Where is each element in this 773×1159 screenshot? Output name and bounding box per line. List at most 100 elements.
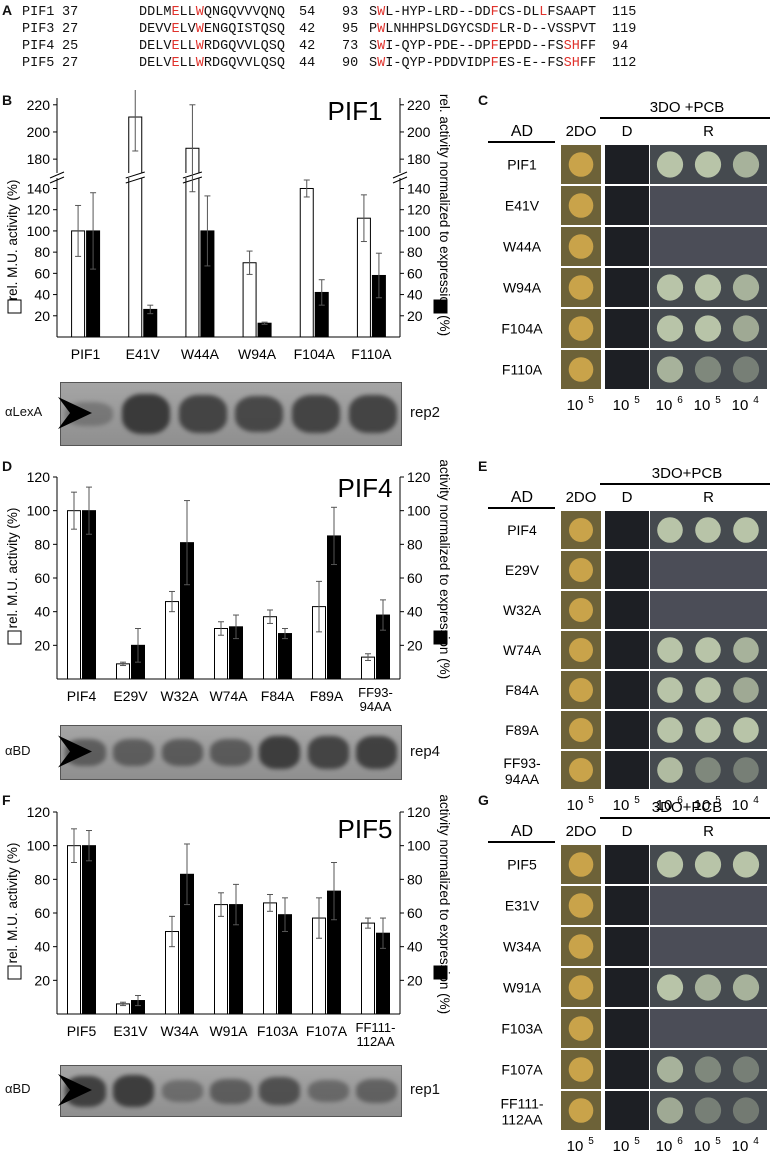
category-label: F103A xyxy=(257,1023,299,1039)
colony-spot xyxy=(694,315,722,342)
ytick-label-left: 120 xyxy=(27,202,51,218)
dilution-exponent: 5 xyxy=(588,395,594,406)
plate-dark xyxy=(605,1050,649,1089)
ytick-label-right: 80 xyxy=(407,871,423,887)
plate-dark xyxy=(605,268,649,307)
category-label: FF111- xyxy=(356,1020,396,1035)
bar-open xyxy=(214,628,228,680)
alignment-start2: 95 xyxy=(342,22,359,37)
alignment-start1: 27 xyxy=(62,22,79,37)
panel-letter-c: C xyxy=(478,92,489,108)
colony-spot xyxy=(656,356,684,383)
plate-dark xyxy=(605,845,649,884)
y-axis-label-left: rel. M.U. activity (%) xyxy=(5,180,20,301)
bar-open xyxy=(165,601,179,680)
row-label: F107A xyxy=(501,1062,543,1078)
panel-letter-d: D xyxy=(2,458,13,474)
colony-spot xyxy=(694,851,722,878)
colony-spot xyxy=(732,1097,760,1124)
row-label: PIF5 xyxy=(507,857,537,873)
dilution-exponent: 5 xyxy=(588,1136,594,1147)
plate-dark xyxy=(605,511,649,549)
ytick-label-right: 100 xyxy=(407,503,431,519)
row-label: F103A xyxy=(501,1021,543,1037)
chevron-right-icon xyxy=(58,1074,92,1106)
plate-dark xyxy=(605,591,649,629)
chart-pif5: PIF5 20 20 40 40 60 60 80 80 100 100 120 120 rel. M.U… xyxy=(5,790,452,1049)
dilution-exponent: 5 xyxy=(715,395,721,406)
ytick-label-left: 100 xyxy=(27,838,51,854)
colony-spot xyxy=(732,151,760,178)
western-blot-pif4: αBD rep4 xyxy=(0,725,475,780)
row-label: PIF1 xyxy=(507,157,537,173)
plate-red xyxy=(650,927,767,966)
dilution-exponent: 5 xyxy=(634,795,640,806)
row-label: E29V xyxy=(505,562,540,578)
colony-spot xyxy=(656,315,684,342)
blot-replicate-label: rep4 xyxy=(410,742,441,760)
ytick-label-right: 180 xyxy=(407,151,431,167)
dilution-label: 10 xyxy=(732,397,749,413)
colony-spot xyxy=(732,1056,760,1083)
ytick-label-left: 140 xyxy=(27,180,51,196)
ytick-label-right: 80 xyxy=(407,244,423,260)
bar-filled xyxy=(257,322,272,338)
alignment-seq2: SWI-QYP-PDE--DPFEPDD--FSSHFF xyxy=(369,39,597,54)
alignment-seq1: DDLMELLWQNGQVVVQNQ xyxy=(139,5,285,20)
colony-spot xyxy=(656,851,684,878)
dilution-label: 10 xyxy=(732,797,749,813)
panel-letter-g: G xyxy=(478,792,489,808)
row-label: W91A xyxy=(503,980,542,996)
bar-open xyxy=(299,187,314,338)
colony-spot xyxy=(694,151,722,178)
blot-arrow-icon xyxy=(58,735,92,768)
category-label: FF93- xyxy=(358,685,393,700)
dilution-label: 10 xyxy=(567,1138,584,1154)
plate-red xyxy=(650,227,767,266)
western-blot-pif5: αBD rep1 xyxy=(0,1065,475,1117)
alignment-name: PIF1 xyxy=(22,5,55,20)
colony-spot xyxy=(657,757,683,783)
western-blot-pif1: αLexA rep2 xyxy=(0,382,475,446)
dilution-exponent: 6 xyxy=(677,1136,683,1147)
legend-open-box xyxy=(7,630,22,645)
axis-break-mark xyxy=(49,176,65,184)
colony-spot xyxy=(657,637,683,663)
alignment-end2: 112 xyxy=(612,56,637,71)
alignment-start2: 93 xyxy=(342,5,359,20)
column-header-r: R xyxy=(703,123,714,140)
ytick-label-left: 120 xyxy=(27,804,51,820)
panel-letter-f: F xyxy=(2,792,11,808)
bar-open xyxy=(116,663,130,680)
blot-band xyxy=(178,395,227,433)
row-label: W44A xyxy=(503,239,542,255)
plate-dark xyxy=(605,309,649,348)
colony-spot xyxy=(568,193,594,218)
colony-spot xyxy=(694,1097,722,1124)
blot-replicate-label: rep1 xyxy=(410,1081,441,1098)
ytick-label-right: 120 xyxy=(407,804,431,820)
legend-filled-box xyxy=(433,965,448,980)
alignment-start1: 25 xyxy=(62,39,79,54)
alignment-seq1: DEVVELVWENGQISTQSQ xyxy=(139,22,285,37)
axis-break-mark xyxy=(392,176,408,184)
ytick-label-right: 40 xyxy=(407,939,423,955)
dilution-label: 10 xyxy=(656,1138,673,1154)
ytick-label-left: 200 xyxy=(27,124,51,140)
blot-band xyxy=(258,735,301,770)
colony-spot xyxy=(656,151,684,178)
row-label: FF111- xyxy=(500,1096,543,1112)
colony-spot xyxy=(568,1098,594,1123)
blot-replicate-label: rep2 xyxy=(410,404,441,421)
category-label: E41V xyxy=(126,346,161,362)
dilution-exponent: 6 xyxy=(677,395,683,406)
column-header-d: D xyxy=(622,489,633,506)
colony-spot xyxy=(695,517,721,543)
colony-spot xyxy=(732,315,760,342)
colony-spot xyxy=(568,234,594,259)
ytick-label-right: 20 xyxy=(407,308,423,324)
condition-header: 3DO+PCB xyxy=(652,465,722,482)
ytick-label-left: 20 xyxy=(34,637,50,653)
ytick-label-right: 80 xyxy=(407,536,423,552)
colony-spot xyxy=(569,758,593,782)
